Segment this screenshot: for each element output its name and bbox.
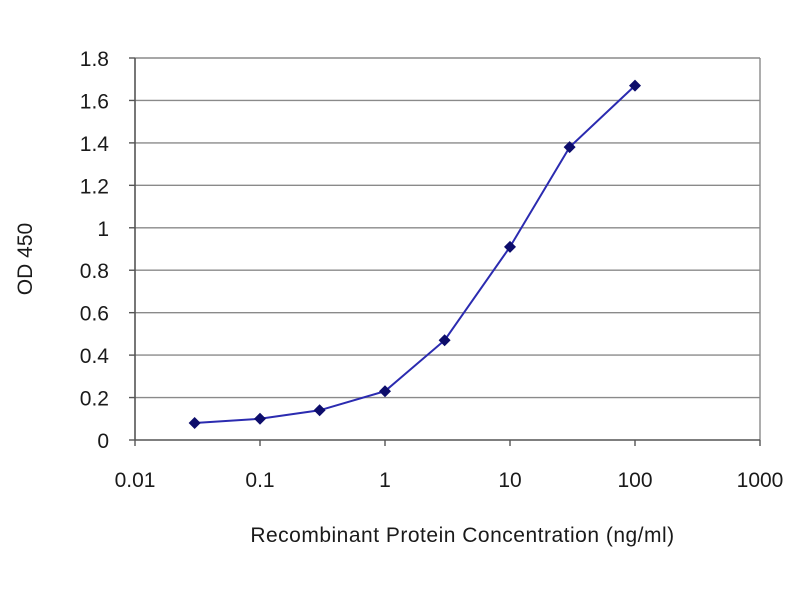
data-point [379, 385, 391, 398]
y-tick-label: 0.6 [80, 303, 109, 326]
data-point [438, 334, 451, 347]
x-tick-label: 1 [379, 469, 391, 492]
data-point [504, 240, 516, 253]
y-tick-label: 0 [97, 430, 109, 453]
y-tick-label: 1.2 [80, 175, 109, 198]
x-tick-label: 100 [617, 469, 652, 492]
x-tick-label: 0.1 [245, 469, 274, 492]
data-point [254, 412, 266, 425]
y-tick-label: 0.4 [80, 345, 110, 368]
y-axis-title: OD 450 [14, 223, 37, 295]
y-tick-label: 0.2 [80, 388, 109, 411]
data-point [313, 404, 326, 417]
x-tick-label: 10 [498, 469, 521, 492]
series-line [194, 84, 636, 425]
data-point [188, 417, 201, 430]
data-point [629, 79, 641, 92]
y-tick-label: 1 [97, 218, 109, 241]
y-tick-label: 1.6 [80, 90, 109, 113]
y-tick-label: 1.8 [80, 48, 109, 71]
y-tick-label: 0.8 [80, 260, 109, 283]
data-point [563, 141, 576, 154]
x-axis-title: Recombinant Protein Concentration (ng/ml… [250, 524, 674, 547]
y-tick-label: 1.4 [80, 133, 110, 156]
x-tick-label: 1000 [737, 469, 784, 492]
x-tick-label: 0.01 [115, 469, 156, 492]
